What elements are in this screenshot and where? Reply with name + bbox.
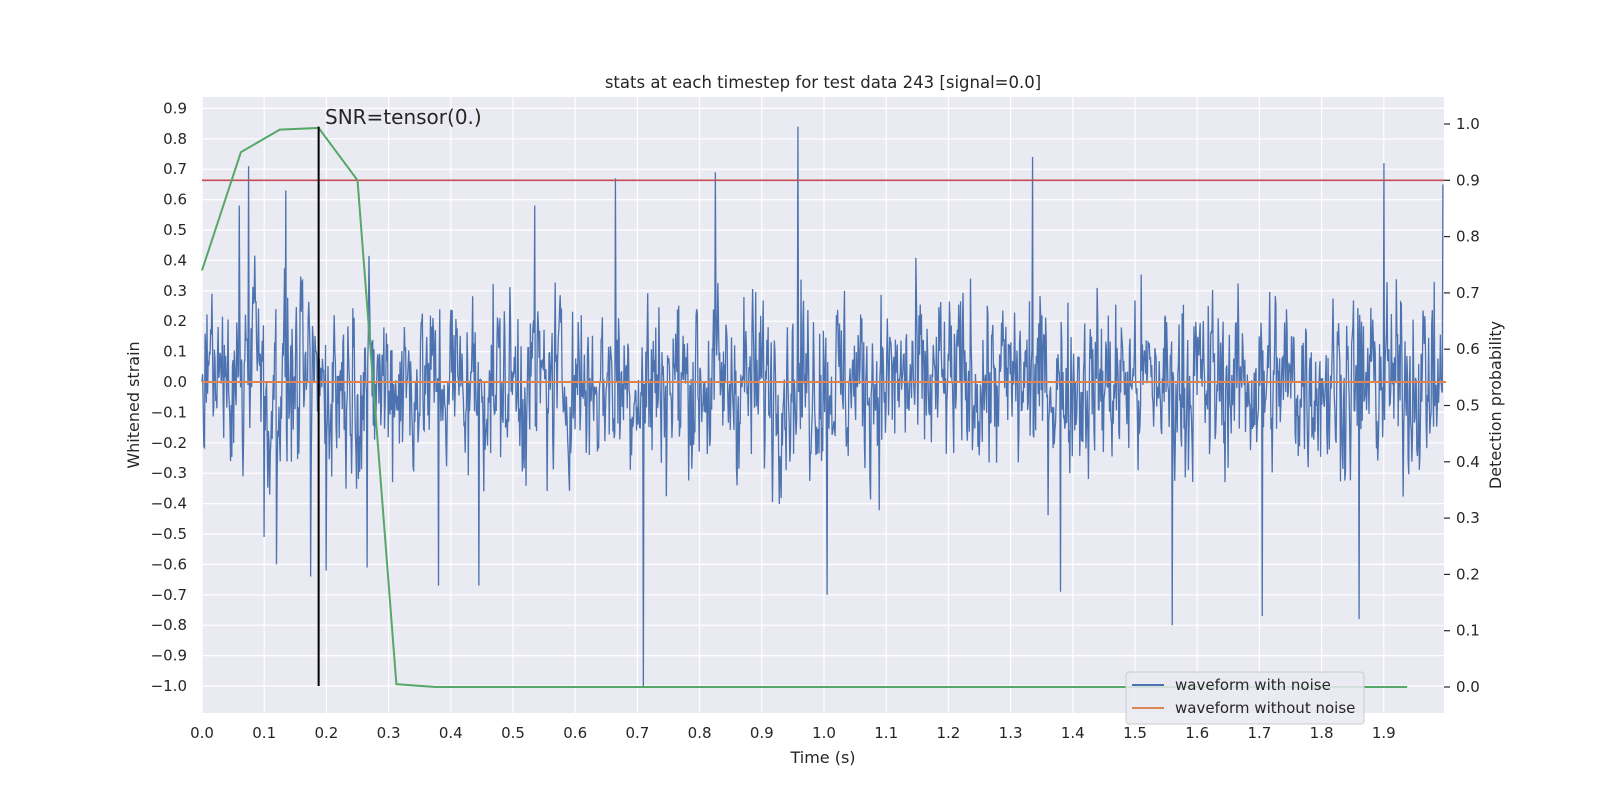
y-left-tick-labels: 0.9 0.8 0.7 0.6 0.5 0.4 0.3 0.2 0.1 0.0 −0.1 −0.2 −0… <box>151 99 187 695</box>
x-tick-label: 0.8 <box>688 724 712 742</box>
y-left-tick-label: 0.9 <box>163 99 187 117</box>
y-left-tick-label: −0.4 <box>151 495 187 513</box>
y-right-tick-label: 0.3 <box>1456 509 1480 527</box>
x-tick-label: 0.7 <box>625 724 649 742</box>
x-tick-label: 0.4 <box>439 724 463 742</box>
y-left-tick-label: −0.8 <box>151 616 187 634</box>
legend-box <box>1125 671 1365 725</box>
y-left-tick-label: 0.1 <box>163 343 187 361</box>
y-right-tick-label: 0.8 <box>1456 228 1480 246</box>
x-tick-label: 0.1 <box>252 724 276 742</box>
x-tick-label: 1.8 <box>1310 724 1334 742</box>
y-left-tick-label: 0.5 <box>163 221 187 239</box>
snr-annotation: SNR=tensor(0.) <box>325 105 482 129</box>
x-tick-label: 0.5 <box>501 724 525 742</box>
legend-label-clean: waveform without noise <box>1175 699 1355 717</box>
x-tick-label: 0.2 <box>314 724 338 742</box>
chart-title: stats at each timestep for test data 243… <box>605 73 1041 92</box>
y-left-tick-label: 0.4 <box>163 251 187 269</box>
y-left-tick-label: −0.6 <box>151 555 187 573</box>
x-tick-label: 1.2 <box>936 724 960 742</box>
x-tick-label: 1.0 <box>812 724 836 742</box>
x-tick-label: 0.9 <box>750 724 774 742</box>
y-left-tick-label: −0.2 <box>151 434 187 452</box>
y-right-tick-label: 0.0 <box>1456 678 1480 696</box>
x-tick-label: 1.6 <box>1185 724 1209 742</box>
x-tick-label: 1.9 <box>1372 724 1396 742</box>
y-left-tick-label: −0.9 <box>151 647 187 665</box>
noise-line <box>201 126 1444 687</box>
y-left-tick-label: 0.8 <box>163 130 187 148</box>
y-right-tick-label: 0.4 <box>1456 453 1480 471</box>
x-tick-label: 1.7 <box>1247 724 1271 742</box>
legend-label-noise: waveform with noise <box>1175 676 1331 694</box>
y-right-tick-label: 0.9 <box>1456 171 1480 189</box>
x-tick-label: 1.5 <box>1123 724 1147 742</box>
series-waveform-with-noise <box>201 126 1444 687</box>
x-tick-label: 0.6 <box>563 724 587 742</box>
y-right-axis-label: Detection probability <box>1486 321 1505 489</box>
legend: waveform with noise waveform without noi… <box>1125 671 1365 725</box>
y-right-tick-label: 0.1 <box>1456 622 1480 640</box>
grid <box>201 97 1444 713</box>
y-right-tick-label: 0.7 <box>1456 284 1480 302</box>
x-tick-label: 0.3 <box>377 724 401 742</box>
y-left-tick-label: −0.3 <box>151 464 187 482</box>
y-left-tick-label: −0.5 <box>151 525 187 543</box>
x-tick-label: 0.0 <box>190 724 214 742</box>
y-left-tick-label: −1.0 <box>151 677 187 695</box>
y-right-tick-labels: 1.0 0.9 0.8 0.7 0.6 0.5 0.4 0.3 0.2 0.1 0.0 <box>1444 115 1480 696</box>
y-left-tick-label: −0.1 <box>151 403 187 421</box>
x-tick-label: 1.4 <box>1061 724 1085 742</box>
y-left-axis-label: Whitened strain <box>124 341 143 468</box>
y-left-tick-label: 0.7 <box>163 160 187 178</box>
y-left-tick-label: 0.6 <box>163 191 187 209</box>
y-left-tick-label: 0.2 <box>163 312 187 330</box>
y-right-tick-label: 0.6 <box>1456 340 1480 358</box>
x-tick-labels: 0.0 0.1 0.2 0.3 0.4 0.5 0.6 0.7 0.8 0.9 1.0 1.1 1.2 1… <box>190 724 1396 742</box>
y-left-tick-label: 0.3 <box>163 282 187 300</box>
y-right-tick-label: 0.5 <box>1456 397 1480 415</box>
y-left-tick-label: −0.7 <box>151 586 187 604</box>
x-axis-label: Time (s) <box>789 748 855 767</box>
x-tick-label: 1.3 <box>999 724 1023 742</box>
y-right-tick-label: 0.2 <box>1456 565 1480 583</box>
x-tick-label: 1.1 <box>874 724 898 742</box>
y-left-tick-label: 0.0 <box>163 373 187 391</box>
y-right-tick-label: 1.0 <box>1456 115 1480 133</box>
